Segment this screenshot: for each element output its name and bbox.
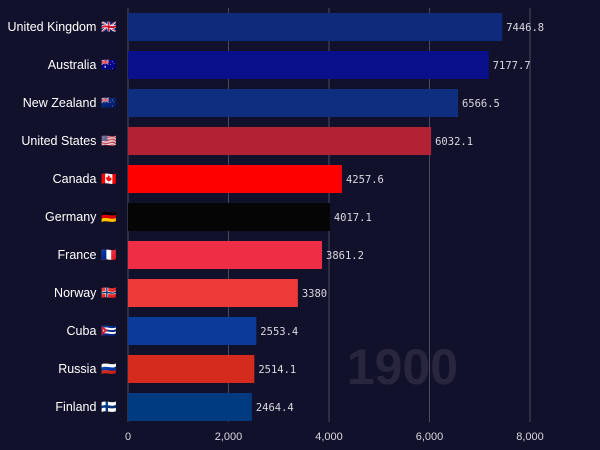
x-tick-label: 4,000 (315, 431, 343, 443)
flag-icon: 🇳🇴 (101, 286, 117, 300)
x-tick-label: 0 (125, 431, 131, 443)
country-label: United States 🇺🇸 (21, 134, 117, 148)
flag-icon: 🇩🇪 (101, 210, 117, 224)
x-tick-label: 8,000 (516, 431, 544, 443)
country-label: Finland 🇫🇮 (55, 400, 117, 414)
value-label: 3861.2 (326, 250, 364, 262)
bar-canada (128, 165, 342, 193)
country-label: Australia 🇦🇺 (48, 57, 118, 72)
x-tick-label: 2,000 (215, 431, 243, 443)
country-label: United Kingdom 🇬🇧 (7, 20, 117, 34)
value-label: 2514.1 (258, 364, 296, 376)
bar-new-zealand (128, 89, 458, 117)
flag-icon: 🇳🇿 (101, 96, 117, 110)
value-label: 7177.7 (493, 60, 531, 72)
bar-germany (128, 203, 330, 231)
x-axis-ticks: 0 2,000 4,000 6,000 8,000 (125, 431, 544, 443)
flag-icon: 🇨🇺 (101, 324, 117, 338)
value-label: 7446.8 (506, 22, 544, 34)
flag-icon: 🇨🇦 (101, 172, 117, 186)
country-label: Cuba 🇨🇺 (67, 324, 118, 338)
country-label: New Zealand 🇳🇿 (23, 96, 118, 110)
value-label: 4257.6 (346, 174, 384, 186)
country-label: Canada 🇨🇦 (53, 172, 118, 186)
bar-cuba (128, 317, 257, 345)
flag-icon: 🇫🇮 (101, 400, 117, 414)
flag-icon: 🇬🇧 (101, 20, 117, 34)
bars (128, 13, 503, 421)
bar-france (128, 241, 323, 269)
country-labels: United Kingdom 🇬🇧 Australia 🇦🇺 New Zealand 🇳🇿… (7, 20, 117, 414)
value-label: 3380 (302, 288, 327, 300)
country-label: Norway 🇳🇴 (54, 286, 117, 300)
flag-icon: 🇷🇺 (101, 362, 117, 376)
bar-united-states (128, 127, 432, 155)
flag-icon: 🇦🇺 (101, 57, 117, 72)
year-label: 1900 (347, 339, 458, 395)
flag-icon: 🇫🇷 (101, 248, 117, 262)
value-label: 4017.1 (334, 212, 372, 224)
value-label: 6032.1 (435, 136, 473, 148)
country-label: Germany 🇩🇪 (45, 210, 117, 224)
bar-australia (128, 51, 489, 79)
country-label: France 🇫🇷 (58, 248, 118, 262)
bar-finland (128, 393, 252, 421)
value-labels: 7446.8 7177.7 6566.5 6032.1 4257.6 4017.1 3861… (256, 22, 544, 414)
bar-russia (128, 355, 255, 383)
bar-united-kingdom (128, 13, 503, 41)
country-label: Russia 🇷🇺 (58, 362, 117, 376)
x-tick-label: 6,000 (416, 431, 444, 443)
value-label: 2553.4 (260, 326, 298, 338)
flag-icon: 🇺🇸 (101, 134, 117, 148)
value-label: 2464.4 (256, 402, 294, 414)
bar-norway (128, 279, 298, 307)
value-label: 6566.5 (462, 98, 500, 110)
